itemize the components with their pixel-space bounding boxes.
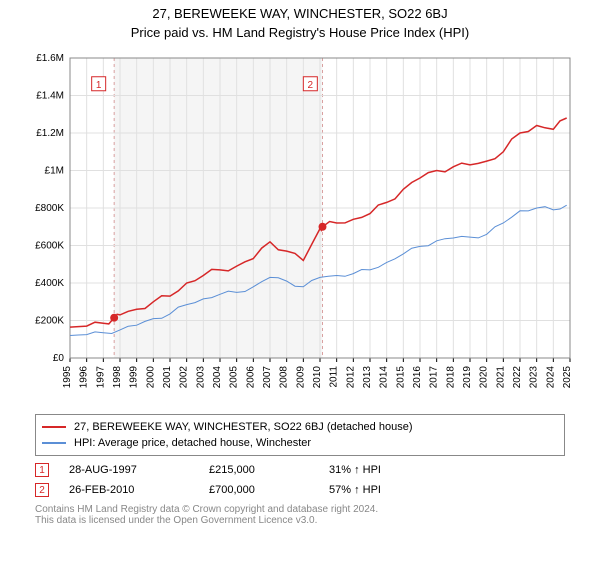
chart-container: 27, BEREWEEKE WAY, WINCHESTER, SO22 6BJ … — [0, 6, 600, 566]
svg-text:1: 1 — [96, 80, 102, 91]
svg-text:2024: 2024 — [545, 366, 556, 389]
sale-number: 2 — [39, 485, 45, 496]
copyright-line: Contains HM Land Registry data © Crown c… — [35, 504, 565, 515]
svg-text:£1.4M: £1.4M — [36, 91, 64, 102]
svg-text:1998: 1998 — [112, 366, 123, 389]
svg-text:2023: 2023 — [529, 366, 540, 389]
svg-text:2: 2 — [308, 80, 314, 91]
svg-text:£200K: £200K — [35, 316, 64, 327]
svg-text:2021: 2021 — [495, 366, 506, 389]
svg-text:2005: 2005 — [229, 366, 240, 389]
sale-pct: 57% ↑ HPI — [329, 484, 449, 496]
svg-text:2007: 2007 — [262, 366, 273, 389]
sales-row: 2 26-FEB-2010 £700,000 57% ↑ HPI — [35, 480, 565, 500]
svg-text:2020: 2020 — [479, 366, 490, 389]
svg-text:2016: 2016 — [412, 366, 423, 389]
sale-marker: 2 — [35, 483, 49, 497]
svg-text:2019: 2019 — [462, 366, 473, 389]
svg-text:£1M: £1M — [45, 166, 64, 177]
chart-title: 27, BEREWEEKE WAY, WINCHESTER, SO22 6BJ — [0, 6, 600, 21]
svg-text:1999: 1999 — [129, 366, 140, 389]
svg-text:2025: 2025 — [562, 366, 573, 389]
svg-text:£600K: £600K — [35, 241, 64, 252]
svg-text:2013: 2013 — [362, 366, 373, 389]
legend-item: HPI: Average price, detached house, Winc… — [42, 435, 558, 451]
svg-text:2002: 2002 — [179, 366, 190, 389]
svg-text:2015: 2015 — [395, 366, 406, 389]
legend-item: 27, BEREWEEKE WAY, WINCHESTER, SO22 6BJ … — [42, 419, 558, 435]
svg-text:2008: 2008 — [279, 366, 290, 389]
svg-text:1997: 1997 — [95, 366, 106, 389]
sale-date: 28-AUG-1997 — [69, 464, 209, 476]
legend-box: 27, BEREWEEKE WAY, WINCHESTER, SO22 6BJ … — [35, 414, 565, 456]
svg-text:£1.6M: £1.6M — [36, 53, 64, 64]
svg-text:1995: 1995 — [62, 366, 73, 389]
legend-label: HPI: Average price, detached house, Winc… — [74, 437, 311, 449]
chart-plot-area: £0 £200K £400K £600K £800K £1M £1.2M £1.4M £1.6M… — [20, 48, 580, 408]
copyright-text: Contains HM Land Registry data © Crown c… — [35, 504, 565, 526]
sale-number: 1 — [39, 465, 45, 476]
sales-table: 1 28-AUG-1997 £215,000 31% ↑ HPI 2 26-FE… — [35, 460, 565, 500]
svg-text:2011: 2011 — [329, 366, 340, 388]
sale-price: £215,000 — [209, 464, 329, 476]
sale-date: 26-FEB-2010 — [69, 484, 209, 496]
copyright-line: This data is licensed under the Open Gov… — [35, 515, 565, 526]
svg-text:2010: 2010 — [312, 366, 323, 389]
svg-text:£800K: £800K — [35, 203, 64, 214]
svg-text:2014: 2014 — [379, 366, 390, 389]
svg-text:2003: 2003 — [195, 366, 206, 389]
sale-price: £700,000 — [209, 484, 329, 496]
svg-text:£0: £0 — [53, 353, 65, 364]
svg-text:2009: 2009 — [295, 366, 306, 389]
svg-text:2017: 2017 — [429, 366, 440, 389]
svg-text:2018: 2018 — [445, 366, 456, 389]
svg-text:1996: 1996 — [79, 366, 90, 389]
svg-text:£1.2M: £1.2M — [36, 128, 64, 139]
sale-pct: 31% ↑ HPI — [329, 464, 449, 476]
legend-label: 27, BEREWEEKE WAY, WINCHESTER, SO22 6BJ … — [74, 421, 412, 433]
sale-marker: 1 — [35, 463, 49, 477]
svg-text:2000: 2000 — [145, 366, 156, 389]
svg-text:2001: 2001 — [162, 366, 173, 389]
svg-text:2004: 2004 — [212, 366, 223, 389]
svg-text:2022: 2022 — [512, 366, 523, 389]
sales-row: 1 28-AUG-1997 £215,000 31% ↑ HPI — [35, 460, 565, 480]
legend-swatch — [42, 426, 66, 428]
chart-svg: £0 £200K £400K £600K £800K £1M £1.2M £1.4M £1.6M… — [20, 48, 580, 408]
svg-text:2012: 2012 — [345, 366, 356, 389]
svg-text:£400K: £400K — [35, 278, 64, 289]
chart-subtitle: Price paid vs. HM Land Registry's House … — [0, 25, 600, 40]
svg-text:2006: 2006 — [245, 366, 256, 389]
legend-swatch — [42, 442, 66, 444]
